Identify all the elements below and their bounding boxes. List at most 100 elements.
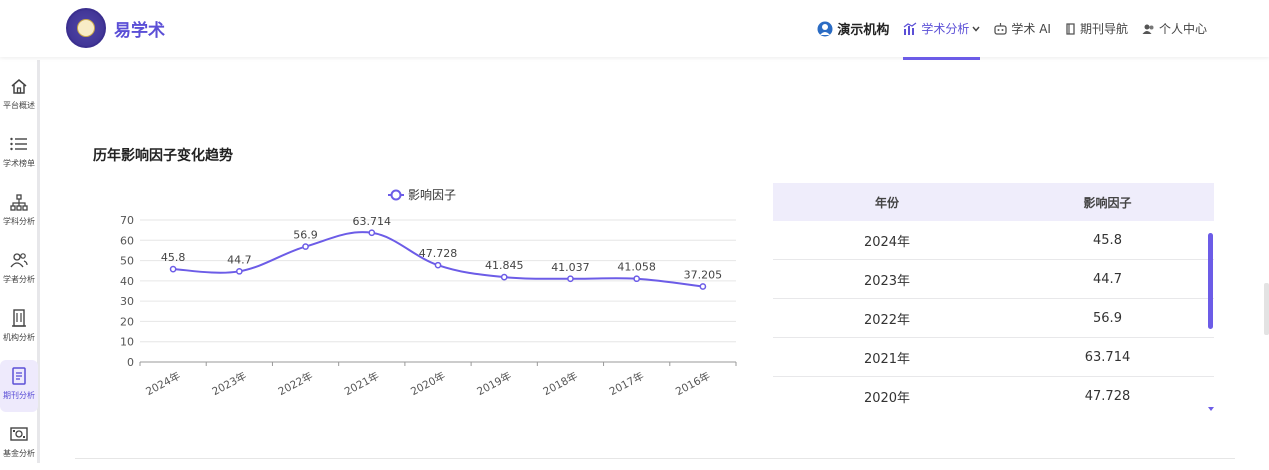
left-sidebar: 平台概述 学术榜单 学科分析 学者分析 机构分析 期刊分析 基金分析	[0, 60, 40, 463]
brand-logo[interactable]: 易学术	[66, 8, 165, 48]
journal-doc-icon	[9, 366, 29, 386]
table-cell-year: 2024年	[863, 234, 911, 250]
sidebar-item-label: 学术榜单	[3, 159, 35, 168]
sidebar-item-label: 机构分析	[3, 333, 35, 342]
page-scrollbar[interactable]	[1264, 283, 1269, 335]
sidebar-item-scholar[interactable]: 学者分析	[0, 244, 38, 296]
sidebar-item-label: 学科分析	[3, 217, 35, 226]
legend-label: 影响因子	[408, 187, 456, 202]
data-point	[699, 283, 707, 290]
x-tick-label: 2022年	[276, 369, 315, 398]
section-title: 历年影响因子变化趋势	[93, 148, 233, 164]
table-row: 2020年 47.728	[773, 377, 1214, 412]
nav-org-label: 演示机构	[837, 23, 890, 38]
scroll-down-arrow-icon[interactable]	[1208, 407, 1214, 411]
nav-personal-center-label: 个人中心	[1158, 22, 1207, 36]
nav-personal-center[interactable]: 个人中心	[1142, 0, 1207, 57]
table-row: 2023年 44.7	[773, 260, 1214, 299]
x-tick-label: 2021年	[342, 369, 381, 398]
table-cell-impact-factor: 56.9	[1093, 310, 1122, 326]
sidebar-item-discipline[interactable]: 学科分析	[0, 186, 38, 238]
table-body: 2024年 45.8 2023年 44.7 2022年 56.9 2021年 63.714 20…	[773, 221, 1214, 412]
chevron-down-icon	[972, 26, 980, 32]
impact-factor-table: 年份 影响因子 2024年 45.8 2023年 44.7 2022年 56.9 2021年…	[773, 183, 1214, 412]
data-label: 41.845	[485, 259, 524, 272]
y-tick-label: 70	[120, 214, 134, 227]
table-cell-impact-factor: 63.714	[1084, 349, 1131, 365]
y-tick-label: 10	[120, 336, 134, 349]
section-divider	[75, 458, 1235, 459]
legend-marker	[390, 189, 402, 201]
list-icon	[9, 134, 29, 154]
table-header-year: 年份	[874, 195, 899, 210]
nav-org[interactable]: 演示机构	[817, 0, 889, 57]
table-cell-year: 2023年	[863, 273, 911, 289]
table-cell-year: 2020年	[863, 390, 911, 406]
nav-academic-ai[interactable]: 学术 AI	[994, 0, 1051, 57]
table-row: 2021年 63.714	[773, 338, 1214, 377]
hierarchy-icon	[9, 192, 29, 212]
x-tick-label: 2016年	[673, 369, 712, 398]
table-cell-impact-factor: 44.7	[1093, 271, 1122, 287]
sidebar-item-label: 期刊分析	[3, 391, 35, 400]
table-row: 2022年 56.9	[773, 299, 1214, 338]
nav-journal-guide[interactable]: 期刊导航	[1065, 0, 1128, 57]
nav-academic-ai-label: 学术 AI	[1011, 22, 1051, 36]
sidebar-item-institution[interactable]: 机构分析	[0, 302, 38, 354]
sidebar-item-fund[interactable]: 基金分析	[0, 418, 38, 470]
y-tick-label: 20	[120, 315, 134, 328]
x-tick-label: 2020年	[408, 369, 447, 398]
logo-emblem-icon	[66, 8, 106, 48]
building-icon	[9, 308, 29, 328]
org-avatar-icon	[817, 21, 833, 37]
data-label: 63.714	[353, 215, 392, 228]
x-tick-label: 2017年	[607, 369, 646, 398]
table-row: 2024年 45.8	[773, 221, 1214, 260]
sidebar-item-rankings[interactable]: 学术榜单	[0, 128, 38, 180]
nav-journal-guide-label: 期刊导航	[1079, 22, 1128, 36]
data-point	[434, 261, 442, 269]
table-cell-year: 2022年	[863, 312, 911, 328]
data-point	[567, 275, 574, 283]
y-tick-label: 40	[120, 275, 134, 288]
journal-icon	[1065, 22, 1076, 35]
robot-icon	[994, 22, 1008, 35]
sidebar-item-overview[interactable]: 平台概述	[0, 70, 38, 122]
table-header: 年份 影响因子	[773, 183, 1214, 221]
y-tick-label: 30	[120, 295, 134, 308]
money-icon	[9, 424, 29, 444]
data-point	[235, 267, 243, 275]
top-navbar: 易学术 演示机构 学术分析 学术 AI	[0, 0, 1269, 60]
brand-name: 易学术	[114, 20, 165, 41]
y-tick-label: 0	[127, 356, 134, 369]
data-point	[169, 265, 177, 273]
nav-academic-analysis-label: 学术分析	[921, 22, 970, 36]
data-label: 45.8	[161, 251, 186, 264]
table-cell-year: 2021年	[863, 351, 911, 367]
data-label: 47.728	[419, 247, 458, 260]
data-point	[302, 243, 309, 250]
x-tick-label: 2019年	[475, 369, 514, 398]
x-tick-label: 2024年	[144, 369, 183, 398]
data-point	[500, 273, 508, 281]
sidebar-item-journal[interactable]: 期刊分析	[0, 360, 38, 412]
x-tick-label: 2023年	[210, 369, 249, 398]
main-nav: 演示机构 学术分析 学术 AI 期刊导航	[803, 0, 1207, 60]
data-label: 41.037	[551, 261, 590, 274]
table-cell-impact-factor: 47.728	[1084, 388, 1131, 404]
sidebar-item-label: 学者分析	[3, 275, 35, 284]
data-label: 56.9	[293, 229, 318, 242]
table-cell-impact-factor: 45.8	[1093, 232, 1122, 248]
home-icon	[9, 76, 29, 96]
sidebar-item-label: 基金分析	[3, 449, 35, 458]
users-icon	[1142, 23, 1155, 35]
y-tick-label: 50	[120, 255, 134, 268]
impact-factor-line-chart: 0 10 20 30 40 50 60 70 2024年 2023年 2022年 2021年 2020年…	[120, 187, 737, 398]
data-label: 41.058	[617, 261, 656, 274]
scholar-icon	[9, 250, 29, 270]
table-header-impact-factor: 影响因子	[1083, 195, 1132, 210]
data-label: 37.205	[684, 269, 723, 282]
table-scrollbar-thumb[interactable]	[1208, 233, 1213, 329]
nav-academic-analysis[interactable]: 学术分析	[903, 0, 981, 60]
y-tick-label: 60	[120, 234, 134, 247]
